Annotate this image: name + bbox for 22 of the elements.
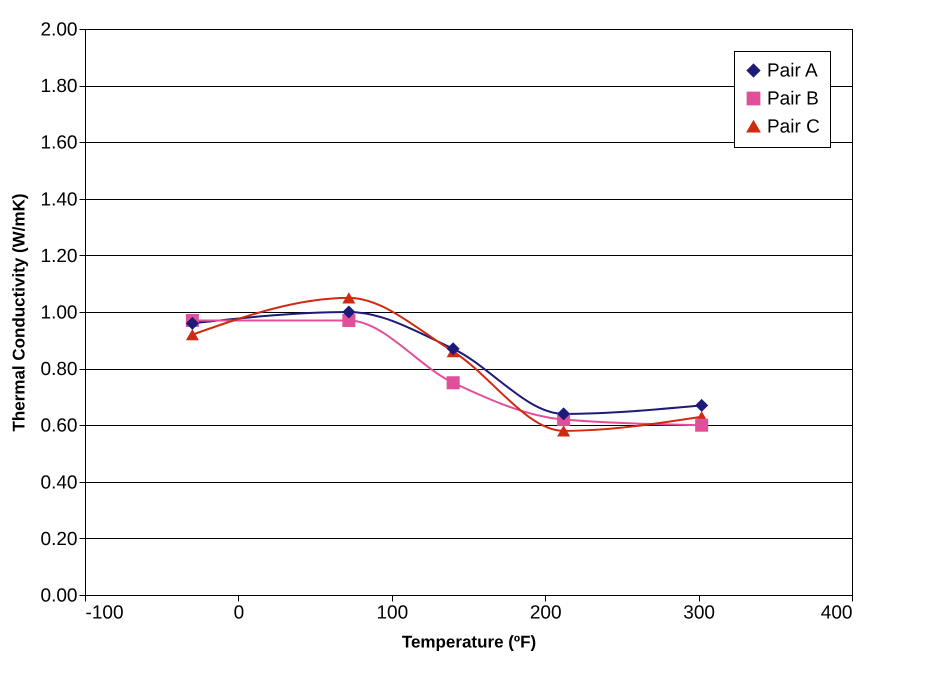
- y-tick-label: 0.20: [40, 528, 78, 550]
- x-axis-title: Temperature (ºF): [402, 632, 536, 652]
- x-tick-label: 200: [530, 602, 562, 624]
- y-tick-label: 0.60: [40, 416, 78, 437]
- y-tick-label: 0.80: [40, 359, 78, 380]
- y-tick-label: 1.20: [40, 246, 78, 267]
- y-tick-label: 2.00: [40, 20, 78, 40]
- y-tick-label: 1.40: [40, 189, 78, 210]
- x-tick-label: 100: [376, 602, 408, 624]
- y-tick-label: 1.60: [40, 132, 78, 154]
- x-tick-label: 300: [683, 602, 715, 624]
- y-axis-title: Thermal Conductivity (W/mK): [10, 193, 29, 432]
- x-tick-label: 0: [234, 602, 244, 624]
- legend-label: Pair A: [767, 60, 818, 82]
- y-tick-label: 0.40: [40, 472, 78, 494]
- legend-label: Pair B: [767, 88, 819, 110]
- y-tick-label: 1.00: [40, 302, 78, 324]
- x-tick-label: 400: [820, 602, 852, 624]
- legend-label: Pair C: [767, 116, 820, 138]
- y-tick-label: 1.80: [40, 76, 78, 98]
- y-tick-label: 0.00: [40, 586, 78, 606]
- x-tick-label: -100: [86, 602, 124, 624]
